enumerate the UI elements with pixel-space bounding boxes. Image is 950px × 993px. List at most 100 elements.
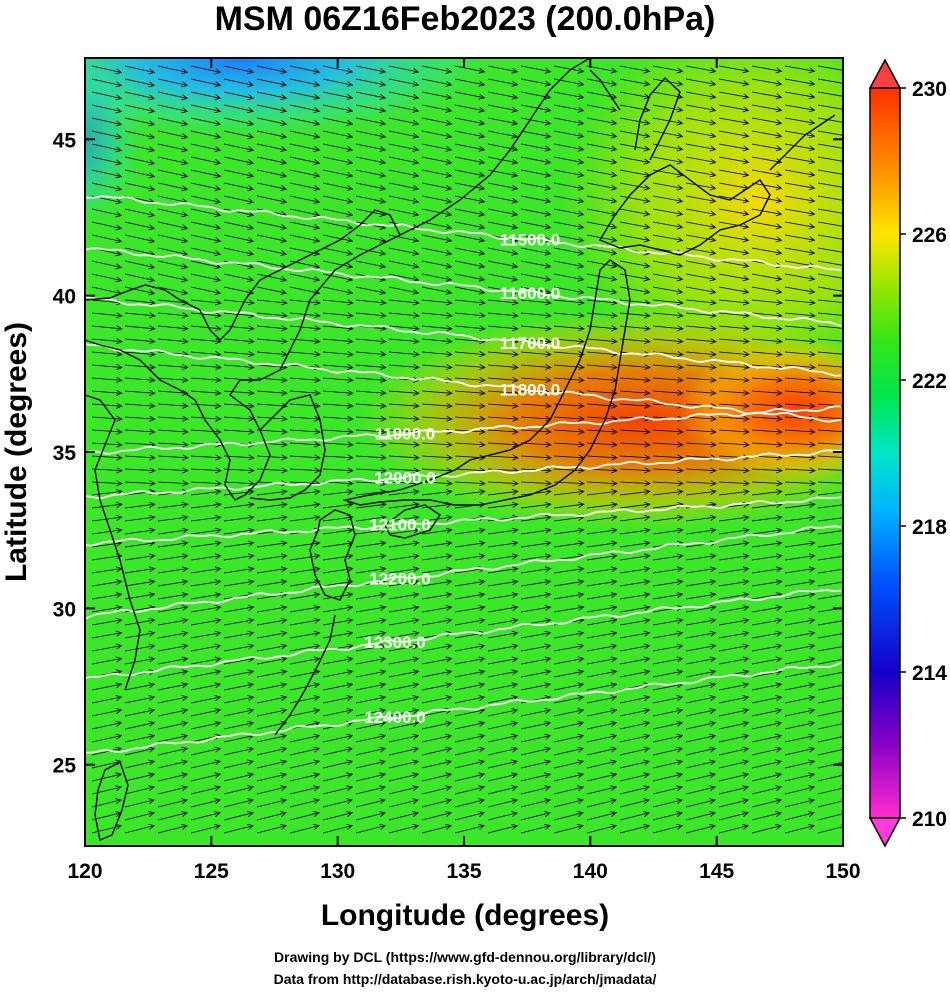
coastline	[85, 58, 836, 841]
wind-arrow	[256, 182, 288, 191]
wind-arrow	[652, 579, 684, 587]
wind-arrow	[454, 592, 486, 600]
wind-arrow	[487, 605, 519, 613]
wind-arrow	[91, 364, 123, 370]
wind-arrow	[751, 656, 783, 665]
wind-arrow	[619, 130, 651, 139]
wind-arrow	[652, 811, 683, 821]
wind-arrow	[223, 605, 255, 613]
wind-arrow	[718, 489, 750, 496]
colorbar-gradient	[869, 87, 901, 819]
wind-arrow	[289, 630, 321, 639]
wind-arrow	[289, 299, 321, 306]
wind-arrow	[388, 527, 420, 535]
wind-arrow	[322, 708, 354, 717]
wind-arrow	[586, 746, 618, 756]
warm-region-east	[680, 340, 843, 480]
wind-arrow	[355, 260, 387, 269]
wind-arrow	[421, 78, 453, 87]
wind-arrow	[355, 630, 387, 639]
wind-arrow	[685, 656, 717, 665]
wind-arrow	[289, 733, 321, 743]
wind-arrow	[322, 376, 354, 383]
wind-arrow	[487, 260, 519, 269]
wind-arrow	[718, 325, 750, 332]
wind-arrow	[124, 182, 156, 192]
wind-arrow	[454, 811, 485, 821]
wind-arrow	[718, 91, 750, 100]
wind-arrow	[454, 605, 486, 613]
wind-arrow	[322, 467, 354, 474]
wind-arrow	[454, 104, 486, 113]
wind-arrow	[223, 785, 255, 795]
wind-arrow	[652, 325, 684, 332]
wind-arrow	[355, 65, 387, 74]
wind-arrow	[355, 824, 387, 834]
wind-arrow	[652, 389, 684, 396]
wind-arrow	[91, 312, 123, 319]
coast-korea	[85, 209, 401, 501]
wind-arrow	[685, 798, 716, 808]
wind-arrow	[751, 286, 783, 295]
wind-arrow	[388, 467, 420, 474]
wind-arrow	[685, 785, 717, 795]
wind-arrow	[190, 299, 222, 306]
wind-arrow	[124, 143, 156, 153]
wind-arrow	[91, 428, 123, 435]
wind-arrow	[388, 798, 419, 808]
coast-china	[85, 394, 141, 691]
wind-arrow	[355, 351, 387, 358]
wind-arrow	[454, 489, 486, 496]
wind-arrow	[157, 156, 189, 166]
wind-arrow	[586, 221, 618, 230]
wind-arrow	[157, 669, 189, 678]
wind-arrow	[355, 553, 387, 561]
wind-arrow	[124, 91, 156, 101]
wind-arrow	[487, 489, 519, 496]
wind-arrow	[91, 824, 123, 834]
wind-arrow	[586, 143, 618, 152]
wind-arrow	[553, 234, 585, 243]
wind-arrow	[190, 286, 222, 296]
wind-arrow	[619, 733, 651, 743]
wind-arrow	[421, 91, 453, 100]
wind-arrow	[487, 221, 519, 230]
coast-kyushu	[309, 509, 356, 601]
wind-arrow	[157, 746, 189, 756]
wind-arrow	[586, 480, 618, 487]
wind-arrow	[553, 695, 585, 704]
wind-arrow	[784, 785, 816, 795]
wind-arrow	[784, 221, 816, 230]
wind-arrow	[256, 540, 288, 548]
wind-arrow	[190, 130, 222, 140]
wind-arrow	[619, 480, 651, 487]
wind-arrow	[685, 208, 717, 217]
wind-arrow	[355, 617, 387, 626]
wind-arrow	[91, 454, 123, 461]
wind-arrow	[124, 208, 156, 218]
wind-arrow	[91, 656, 123, 665]
wind-arrow	[289, 117, 321, 126]
wind-arrow	[91, 65, 123, 75]
x-tick-label: 130	[320, 860, 355, 883]
wind-arrow	[256, 389, 288, 396]
wind-arrow	[355, 733, 387, 743]
wind-arrow	[685, 130, 717, 139]
wind-arrow	[751, 195, 783, 204]
wind-arrow	[718, 643, 750, 652]
wind-arrow	[751, 605, 783, 613]
wind-arrow	[751, 104, 783, 113]
contour-line	[85, 449, 842, 500]
wind-arrow	[718, 402, 750, 409]
wind-arrow	[487, 566, 519, 574]
wind-arrow	[685, 286, 717, 295]
wind-arrow	[751, 566, 783, 574]
wind-arrow	[289, 441, 321, 448]
wind-arrow	[652, 553, 684, 561]
wind-arrow	[256, 733, 288, 743]
wind-arrow	[751, 325, 783, 332]
wind-arrow	[91, 182, 123, 192]
wind-arrow	[355, 247, 387, 256]
contour-label: 11700.0	[500, 334, 561, 353]
contour-label: 12200.0	[369, 570, 430, 589]
